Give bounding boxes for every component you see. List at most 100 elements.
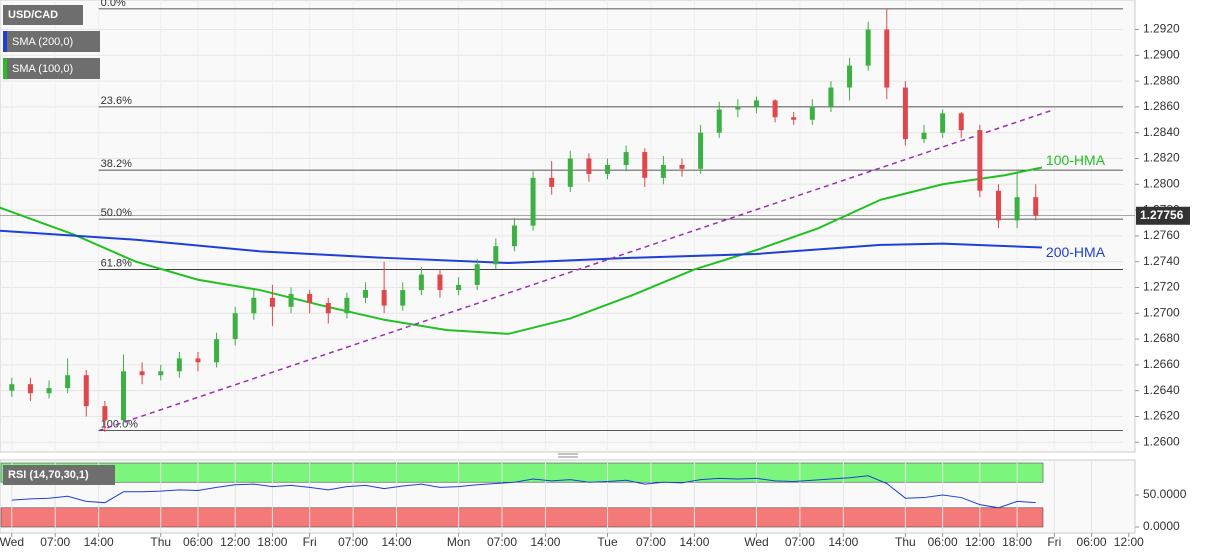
x-tick-label: Wed xyxy=(0,535,24,549)
candle-body xyxy=(511,225,517,247)
x-tick-label: Fri xyxy=(1047,535,1061,549)
x-tick-label: 18:00 xyxy=(257,535,287,549)
y-tick-label: 1.2660 xyxy=(1143,357,1180,371)
x-tick-label: 06:00 xyxy=(1077,535,1107,549)
candle-body xyxy=(902,87,908,140)
y-tick-label: 1.2820 xyxy=(1143,151,1180,165)
x-tick-label: 14:00 xyxy=(530,535,560,549)
candle-body xyxy=(27,384,33,394)
candle-body xyxy=(1014,197,1020,221)
fib-label: 0.0% xyxy=(101,0,126,9)
candle-body xyxy=(307,293,313,303)
candle-body xyxy=(325,302,331,314)
symbol-label: USD/CAD xyxy=(8,9,58,21)
line-annotation: 200-HMA xyxy=(1046,244,1106,260)
y-tick-label: 1.2740 xyxy=(1143,254,1180,268)
rsi-band xyxy=(0,507,1044,528)
candle-body xyxy=(65,375,71,389)
candle-body xyxy=(865,29,871,66)
x-tick-label: Thu xyxy=(150,535,171,549)
candle-body xyxy=(567,158,573,187)
x-tick-label: Mon xyxy=(447,535,470,549)
candle-body xyxy=(139,371,145,376)
y-tick-label: 1.2600 xyxy=(1143,434,1180,448)
y-tick-label: 1.2620 xyxy=(1143,409,1180,423)
trendline xyxy=(98,108,1055,432)
candle-body xyxy=(716,109,722,133)
candle-body xyxy=(921,132,927,140)
candle-body xyxy=(46,388,52,394)
x-tick-label: 06:00 xyxy=(183,535,213,549)
x-tick-label: 14:00 xyxy=(382,535,412,549)
candle-body xyxy=(232,313,238,340)
y-tick-label: 50.0000 xyxy=(1143,487,1187,501)
x-tick-label: 12:00 xyxy=(965,535,995,549)
candle-body xyxy=(83,375,89,407)
indicator-swatch xyxy=(3,31,7,52)
candle-body xyxy=(363,290,369,298)
x-tick-label: 12:00 xyxy=(1114,535,1144,549)
candle-body xyxy=(586,158,592,174)
x-tick-label: Fri xyxy=(303,535,317,549)
candle-body xyxy=(418,274,424,291)
x-tick-label: 14:00 xyxy=(828,535,858,549)
candle-body xyxy=(753,100,759,107)
candle-body xyxy=(884,29,890,88)
candle-body xyxy=(158,371,164,376)
x-tick-label: Wed xyxy=(744,535,768,549)
x-tick-label: 14:00 xyxy=(84,535,114,549)
rsi-legend-label: RSI (14,70,30,1) xyxy=(8,469,89,481)
candle-body xyxy=(269,297,275,307)
candle-body xyxy=(605,164,611,174)
y-tick-label: 1.2680 xyxy=(1143,331,1180,345)
candle-body xyxy=(288,293,294,307)
x-tick-label: 07:00 xyxy=(338,535,368,549)
candle-body xyxy=(474,264,480,285)
candle-body xyxy=(660,164,666,178)
y-tick-label: 1.2920 xyxy=(1143,22,1180,36)
y-tick-label: 1.2760 xyxy=(1143,228,1180,242)
candle-body xyxy=(549,177,555,187)
panel-splitter[interactable] xyxy=(558,453,578,458)
y-tick-label: 1.2700 xyxy=(1143,305,1180,319)
fib-label: 50.0% xyxy=(101,207,132,219)
candle-body xyxy=(344,297,350,314)
candle-body xyxy=(400,290,406,306)
candle-body xyxy=(977,130,983,191)
x-tick-label: Tue xyxy=(597,535,618,549)
candle-body xyxy=(623,152,629,165)
candle-body xyxy=(735,106,741,110)
candle-body xyxy=(847,65,853,88)
candle-body xyxy=(120,371,126,421)
x-tick-label: 18:00 xyxy=(1002,535,1032,549)
x-tick-label: 14:00 xyxy=(679,535,709,549)
symbol-box xyxy=(3,5,83,25)
candle-body xyxy=(995,190,1001,221)
indicator-legend[interactable]: SMA (100,0) xyxy=(3,58,100,79)
indicator-swatch xyxy=(3,58,7,79)
x-tick-label: 07:00 xyxy=(40,535,70,549)
candle-body xyxy=(772,100,778,118)
y-tick-label: 1.2860 xyxy=(1143,99,1180,113)
rsi-legend-box xyxy=(3,465,115,485)
indicator-legend[interactable]: SMA (200,0) xyxy=(3,31,100,52)
indicator-box xyxy=(3,58,100,79)
candle-body xyxy=(698,132,704,169)
x-tick-label: 07:00 xyxy=(487,535,517,549)
x-tick-label: 12:00 xyxy=(220,535,250,549)
y-tick-label: 1.2880 xyxy=(1143,73,1180,87)
candle-body xyxy=(1033,197,1039,216)
candle-body xyxy=(809,106,815,120)
y-tick-label: 1.2900 xyxy=(1143,47,1180,61)
candle-body xyxy=(437,274,443,291)
candle-body xyxy=(940,113,946,133)
candle-body xyxy=(195,358,201,363)
x-tick-label: 07:00 xyxy=(636,535,666,549)
candle-body xyxy=(679,164,685,169)
indicator-box xyxy=(3,31,100,52)
y-tick-label: 1.2640 xyxy=(1143,383,1180,397)
candle-body xyxy=(642,152,648,178)
indicator-label: SMA (200,0) xyxy=(12,36,73,48)
